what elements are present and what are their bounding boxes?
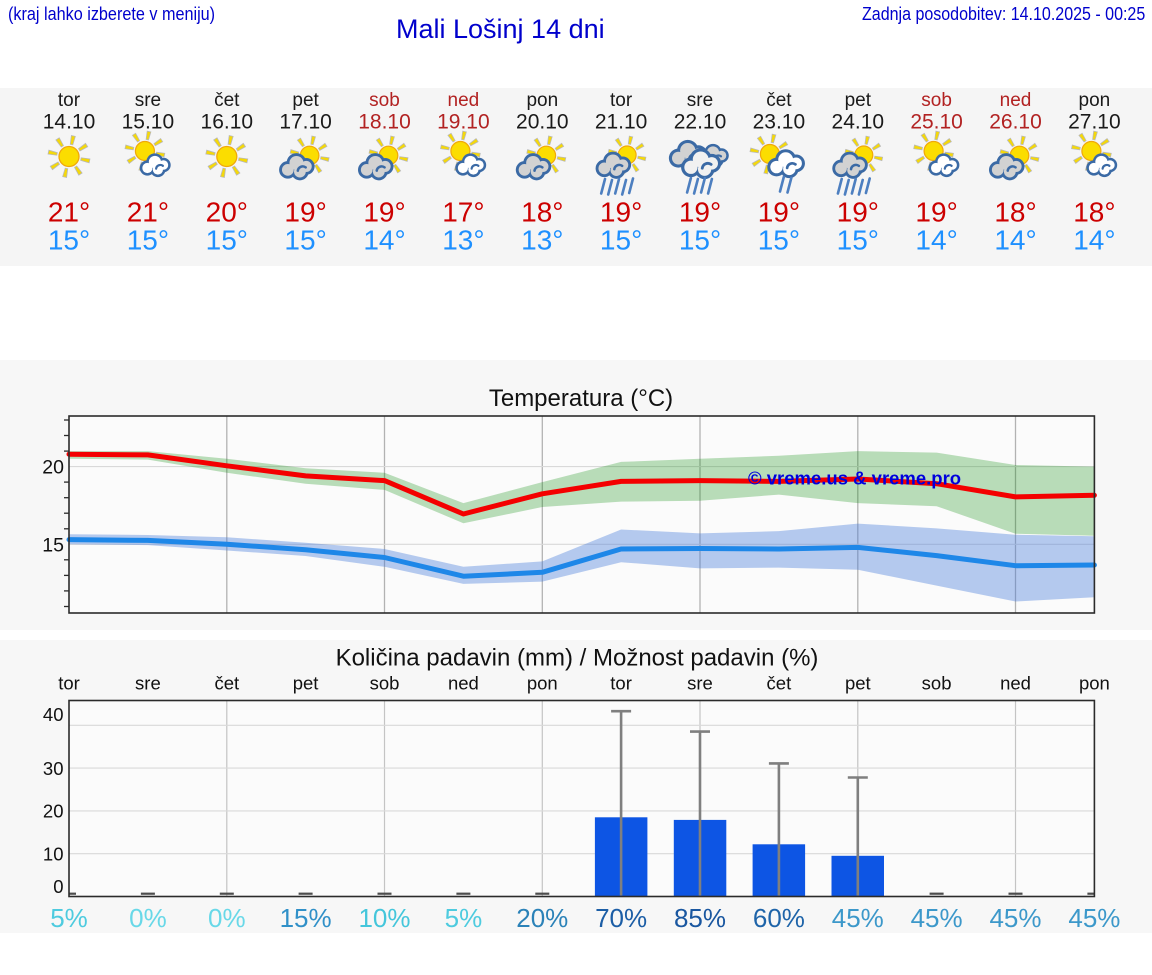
svg-text:26.10: 26.10 bbox=[989, 111, 1042, 134]
svg-text:45%: 45% bbox=[911, 903, 963, 933]
svg-text:20%: 20% bbox=[516, 903, 568, 933]
svg-text:23.10: 23.10 bbox=[753, 111, 806, 134]
svg-text:sre: sre bbox=[687, 673, 713, 694]
svg-text:19°: 19° bbox=[837, 197, 879, 228]
svg-text:13°: 13° bbox=[521, 225, 563, 256]
svg-text:čet: čet bbox=[214, 90, 240, 111]
svg-text:70%: 70% bbox=[595, 903, 647, 933]
svg-text:21°: 21° bbox=[127, 197, 169, 228]
svg-text:19°: 19° bbox=[758, 197, 800, 228]
svg-text:Temperatura (°C): Temperatura (°C) bbox=[489, 385, 673, 412]
svg-text:45%: 45% bbox=[989, 903, 1041, 933]
svg-text:pet: pet bbox=[845, 90, 872, 111]
svg-text:15.10: 15.10 bbox=[122, 111, 175, 134]
svg-text:19.10: 19.10 bbox=[437, 111, 490, 134]
svg-text:19°: 19° bbox=[679, 197, 721, 228]
svg-text:© vreme.us & vreme.pro: © vreme.us & vreme.pro bbox=[748, 468, 961, 489]
svg-text:30: 30 bbox=[43, 758, 64, 779]
svg-text:sob: sob bbox=[369, 90, 400, 111]
svg-text:20°: 20° bbox=[206, 197, 248, 228]
svg-text:15°: 15° bbox=[600, 225, 642, 256]
svg-text:0: 0 bbox=[53, 876, 63, 897]
svg-text:15°: 15° bbox=[48, 225, 90, 256]
svg-text:40: 40 bbox=[43, 704, 64, 725]
svg-text:sob: sob bbox=[921, 90, 952, 111]
svg-text:60%: 60% bbox=[753, 903, 805, 933]
svg-text:18°: 18° bbox=[994, 197, 1036, 228]
svg-text:15°: 15° bbox=[206, 225, 248, 256]
svg-text:Količina padavin (mm) / Možnos: Količina padavin (mm) / Možnost padavin … bbox=[336, 644, 819, 671]
svg-text:27.10: 27.10 bbox=[1068, 111, 1121, 134]
svg-text:15°: 15° bbox=[837, 225, 879, 256]
svg-text:20.10: 20.10 bbox=[516, 111, 569, 134]
svg-text:10%: 10% bbox=[358, 903, 410, 933]
svg-text:pet: pet bbox=[293, 673, 319, 694]
svg-text:sre: sre bbox=[135, 673, 161, 694]
svg-text:22.10: 22.10 bbox=[674, 111, 727, 134]
svg-text:čet: čet bbox=[766, 90, 792, 111]
svg-text:15°: 15° bbox=[679, 225, 721, 256]
svg-text:14°: 14° bbox=[915, 225, 957, 256]
svg-text:19°: 19° bbox=[284, 197, 326, 228]
svg-text:14°: 14° bbox=[363, 225, 405, 256]
svg-text:0%: 0% bbox=[129, 903, 167, 933]
svg-text:čet: čet bbox=[214, 673, 239, 694]
svg-text:18°: 18° bbox=[521, 197, 563, 228]
svg-text:20: 20 bbox=[42, 457, 64, 479]
svg-text:25.10: 25.10 bbox=[910, 111, 963, 134]
svg-text:ned: ned bbox=[1000, 90, 1032, 111]
svg-text:sre: sre bbox=[135, 90, 161, 111]
svg-text:19°: 19° bbox=[363, 197, 405, 228]
svg-text:15°: 15° bbox=[758, 225, 800, 256]
svg-text:tor: tor bbox=[58, 673, 80, 694]
svg-text:pon: pon bbox=[527, 673, 558, 694]
svg-text:21°: 21° bbox=[48, 197, 90, 228]
svg-text:14°: 14° bbox=[1073, 225, 1115, 256]
svg-text:45%: 45% bbox=[832, 903, 884, 933]
svg-text:tor: tor bbox=[610, 90, 633, 111]
svg-text:85%: 85% bbox=[674, 903, 726, 933]
svg-text:16.10: 16.10 bbox=[201, 111, 254, 134]
svg-text:ned: ned bbox=[1000, 673, 1031, 694]
svg-text:14°: 14° bbox=[994, 225, 1036, 256]
svg-text:pon: pon bbox=[1079, 673, 1110, 694]
svg-text:15%: 15% bbox=[280, 903, 332, 933]
svg-text:sob: sob bbox=[922, 673, 952, 694]
svg-text:pon: pon bbox=[526, 90, 558, 111]
svg-text:18°: 18° bbox=[1073, 197, 1115, 228]
svg-text:pet: pet bbox=[292, 90, 319, 111]
svg-text:17°: 17° bbox=[442, 197, 484, 228]
svg-text:20: 20 bbox=[43, 801, 64, 822]
svg-text:19°: 19° bbox=[600, 197, 642, 228]
svg-text:15°: 15° bbox=[284, 225, 326, 256]
svg-text:0%: 0% bbox=[208, 903, 246, 933]
svg-text:tor: tor bbox=[610, 673, 632, 694]
svg-text:sob: sob bbox=[370, 673, 400, 694]
svg-text:pet: pet bbox=[845, 673, 871, 694]
svg-text:24.10: 24.10 bbox=[832, 111, 885, 134]
svg-text:5%: 5% bbox=[445, 903, 483, 933]
svg-text:19°: 19° bbox=[915, 197, 957, 228]
svg-text:5%: 5% bbox=[50, 903, 88, 933]
svg-text:ned: ned bbox=[448, 90, 480, 111]
svg-text:45%: 45% bbox=[1068, 903, 1120, 933]
svg-text:pon: pon bbox=[1079, 90, 1111, 111]
svg-text:čet: čet bbox=[767, 673, 792, 694]
svg-text:ned: ned bbox=[448, 673, 479, 694]
svg-text:17.10: 17.10 bbox=[279, 111, 332, 134]
svg-text:tor: tor bbox=[58, 90, 81, 111]
svg-text:10: 10 bbox=[43, 844, 64, 865]
svg-text:15°: 15° bbox=[127, 225, 169, 256]
svg-text:14.10: 14.10 bbox=[43, 111, 96, 134]
svg-text:sre: sre bbox=[687, 90, 713, 111]
svg-text:18.10: 18.10 bbox=[358, 111, 411, 134]
svg-text:15: 15 bbox=[42, 534, 64, 556]
svg-text:21.10: 21.10 bbox=[595, 111, 648, 134]
svg-text:13°: 13° bbox=[442, 225, 484, 256]
